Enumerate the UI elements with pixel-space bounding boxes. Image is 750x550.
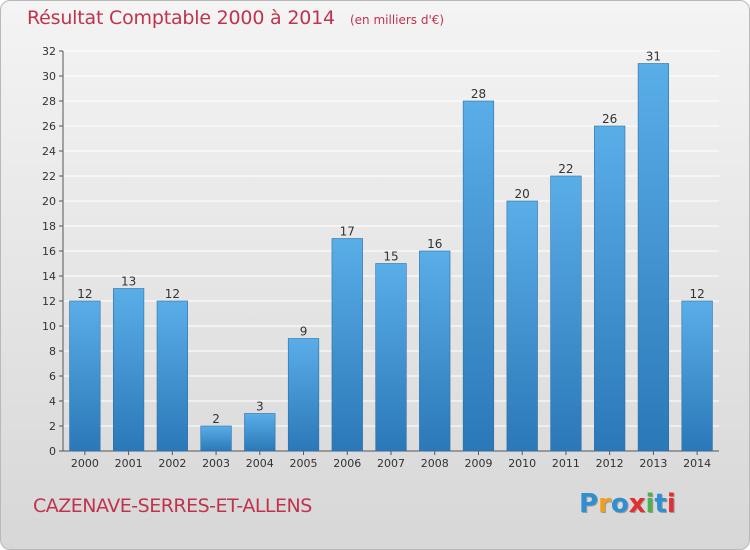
bar-2004 — [244, 413, 276, 452]
data-label-2006: 17 — [340, 225, 355, 239]
y-tick-label: 14 — [42, 270, 56, 283]
data-label-2012: 26 — [602, 112, 617, 126]
y-tick-label: 30 — [42, 70, 56, 83]
logo-letter: P — [579, 489, 599, 519]
bars — [69, 63, 713, 452]
bar-2014 — [681, 300, 713, 452]
y-tick-label: 16 — [42, 245, 56, 258]
bar-2010 — [506, 200, 538, 452]
logo-letter: r — [598, 489, 611, 519]
bar-2012 — [594, 125, 626, 452]
bar-2006 — [331, 238, 363, 452]
data-label-2010: 20 — [515, 187, 530, 201]
logo-letter: x — [628, 489, 646, 519]
x-tick-label-2014: 2014 — [683, 457, 711, 470]
data-label-2009: 28 — [471, 87, 486, 101]
x-tick-label-2004: 2004 — [246, 457, 274, 470]
proxiti-logo[interactable]: Proxiti — [579, 489, 676, 519]
data-label-2003: 2 — [212, 412, 220, 426]
x-tick-label-2008: 2008 — [421, 457, 449, 470]
chart-subtitle: (en milliers d'€) — [349, 13, 445, 27]
data-label-2007: 15 — [383, 250, 398, 264]
x-tick-label-2009: 2009 — [464, 457, 492, 470]
y-tick-label: 20 — [42, 195, 56, 208]
data-label-2013: 31 — [646, 50, 661, 64]
x-tick-labels: 2000 2001 2002 2003 2004 2005 2006 2007 2008 2009… — [71, 457, 711, 470]
y-tick-label: 28 — [42, 95, 56, 108]
y-tick-label: 2 — [49, 420, 56, 433]
data-label-2011: 22 — [558, 162, 573, 176]
logo-letter: o — [610, 489, 629, 519]
bar-2002 — [156, 300, 188, 452]
y-tick-label: 24 — [42, 145, 56, 158]
y-tick-label: 12 — [42, 295, 56, 308]
x-tick-label-2012: 2012 — [596, 457, 624, 470]
bar-2003 — [200, 425, 232, 452]
bar-2005 — [287, 338, 320, 452]
y-tick-label: 4 — [49, 395, 56, 408]
logo-letter: t — [654, 489, 667, 519]
bar-2008 — [419, 250, 451, 452]
y-tick-label: 32 — [42, 45, 56, 58]
y-tick-label: 18 — [42, 220, 56, 233]
title-row: Résultat Comptable 2000 à 2014 (en milli… — [27, 7, 444, 29]
x-tick-label-2007: 2007 — [377, 457, 405, 470]
y-tick-label: 0 — [49, 445, 56, 458]
bar-2011 — [550, 175, 582, 452]
data-label-2002: 12 — [165, 287, 180, 301]
data-label-2014: 12 — [689, 287, 704, 301]
bar-2001 — [112, 288, 145, 452]
y-tick-label: 6 — [49, 370, 56, 383]
y-tick-label: 10 — [42, 320, 56, 333]
x-tick-label-2010: 2010 — [508, 457, 536, 470]
data-label-2005: 9 — [300, 325, 308, 339]
x-tick-label-2011: 2011 — [552, 457, 580, 470]
commune-name: CAZENAVE-SERRES-ET-ALLENS — [33, 495, 312, 517]
data-label-2004: 3 — [256, 400, 264, 414]
x-tick-label-2013: 2013 — [639, 457, 667, 470]
logo-letter: i — [666, 489, 676, 519]
x-tick-label-2006: 2006 — [333, 457, 361, 470]
bar-2009 — [462, 100, 495, 452]
chart-title: Résultat Comptable 2000 à 2014 — [27, 7, 335, 29]
y-tick-label: 26 — [42, 120, 56, 133]
data-labels: 12 13 12 2 3 9 17 15 16 28 20 22 26 31 12 — [77, 50, 705, 427]
x-tick-label-2003: 2003 — [202, 457, 230, 470]
data-label-2000: 12 — [77, 287, 92, 301]
x-tick-label-2005: 2005 — [290, 457, 318, 470]
x-tick-label-2000: 2000 — [71, 457, 99, 470]
bar-2007 — [375, 263, 407, 452]
bar-2013 — [637, 63, 670, 452]
data-label-2008: 16 — [427, 237, 442, 251]
x-tick-label-2001: 2001 — [115, 457, 143, 470]
x-tick-label-2002: 2002 — [158, 457, 186, 470]
data-label-2001: 13 — [121, 275, 136, 289]
bar-2000 — [69, 300, 101, 452]
y-tick-label: 22 — [42, 170, 56, 183]
y-tick-label: 8 — [49, 345, 56, 358]
logo-letter: i — [645, 489, 655, 519]
